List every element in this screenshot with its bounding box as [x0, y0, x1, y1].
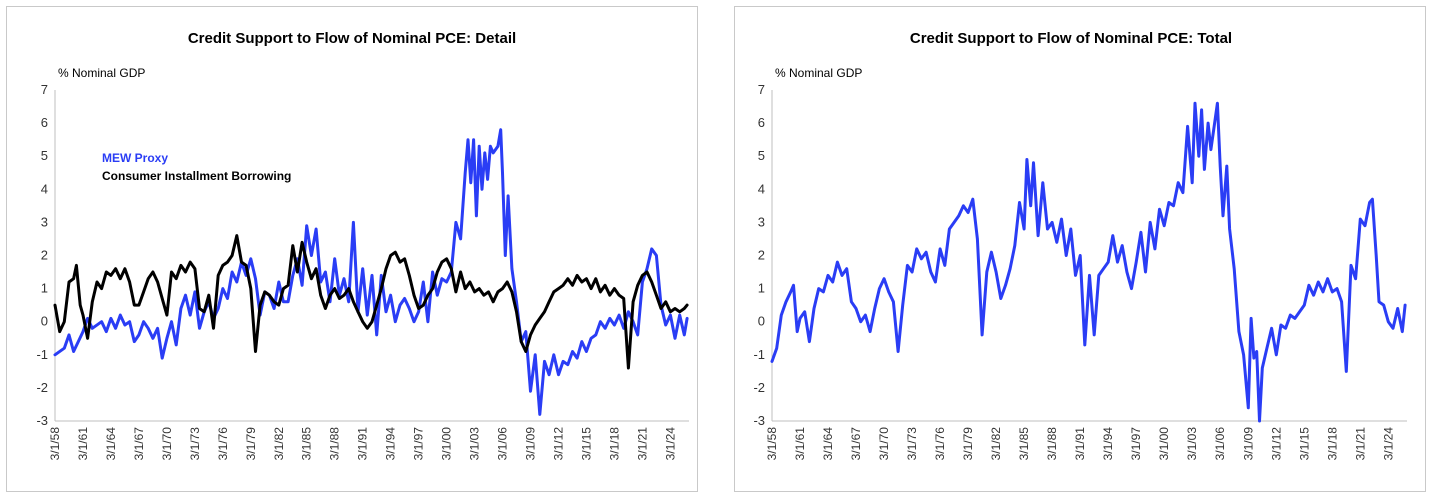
y-tick-label: 4	[41, 181, 48, 196]
x-tick-label: 3/1/97	[412, 427, 426, 461]
y-tick-label: 0	[758, 314, 765, 329]
y-axis: -3 -2 -1 0 1 2 3 4 5 6 7	[36, 82, 48, 428]
x-tick-label: 3/1/12	[1269, 427, 1283, 461]
series-line-consumer-installment-borrowing	[53, 234, 689, 370]
y-tick-label: 0	[41, 314, 48, 329]
x-tick-label: 3/1/85	[1017, 427, 1031, 461]
y-tick-label: 3	[41, 214, 48, 229]
x-tick-label: 3/1/70	[160, 427, 174, 461]
x-tick-label: 3/1/88	[1045, 427, 1059, 461]
series-lines	[770, 101, 1407, 423]
x-tick-label: 3/1/91	[1073, 427, 1087, 461]
x-tick-label: 3/1/73	[905, 427, 919, 461]
x-tick-label: 3/1/09	[1241, 427, 1255, 461]
y-tick-label: -1	[753, 347, 765, 362]
x-tick-label: 3/1/06	[1213, 427, 1227, 461]
x-tick-label: 3/1/15	[579, 427, 593, 461]
x-tick-label: 3/1/58	[48, 427, 62, 461]
x-axis: 3/1/58 3/1/61 3/1/64 3/1/67 3/1/70 3/1/73 3/1/…	[765, 427, 1395, 461]
x-tick-label: 3/1/03	[1185, 427, 1199, 461]
y-tick-label: 7	[41, 82, 48, 97]
chart-detail: Credit Support to Flow of Nominal PCE: D…	[36, 30, 689, 461]
x-tick-label: 3/1/97	[1129, 427, 1143, 461]
x-tick-label: 3/1/00	[440, 427, 454, 461]
x-tick-label: 3/1/06	[496, 427, 510, 461]
x-tick-label: 3/1/79	[961, 427, 975, 461]
y-tick-label: -3	[753, 413, 765, 428]
x-tick-label: 3/1/24	[663, 427, 677, 461]
series-lines	[53, 128, 689, 416]
x-tick-label: 3/1/24	[1381, 427, 1395, 461]
x-tick-label: 3/1/00	[1157, 427, 1171, 461]
y-tick-label: 2	[41, 248, 48, 263]
x-tick-label: 3/1/18	[607, 427, 621, 461]
chart-detail-panel: Credit Support to Flow of Nominal PCE: D…	[6, 6, 698, 492]
y-unit-label: % Nominal GDP	[775, 66, 862, 80]
y-tick-label: 4	[758, 181, 765, 196]
x-axis: 3/1/58 3/1/61 3/1/64 3/1/67 3/1/70 3/1/73 3/1/…	[48, 427, 677, 461]
legend-consumer-installment-borrowing: Consumer Installment Borrowing	[102, 169, 291, 183]
legend-mew-proxy: MEW Proxy	[102, 151, 168, 165]
chart-title: Credit Support to Flow of Nominal PCE: T…	[910, 30, 1232, 47]
x-tick-label: 3/1/21	[1353, 427, 1367, 461]
chart-total-panel: Credit Support to Flow of Nominal PCE: T…	[734, 6, 1426, 492]
y-tick-label: -3	[36, 413, 48, 428]
x-tick-label: 3/1/70	[877, 427, 891, 461]
gridlines	[771, 90, 1407, 422]
x-tick-label: 3/1/73	[188, 427, 202, 461]
x-tick-label: 3/1/61	[793, 427, 807, 461]
x-tick-label: 3/1/82	[989, 427, 1003, 461]
x-tick-label: 3/1/64	[104, 427, 118, 461]
series-line-total	[770, 101, 1407, 423]
y-tick-label: 1	[41, 281, 48, 296]
x-tick-label: 3/1/61	[76, 427, 90, 461]
gridlines	[54, 90, 689, 422]
x-tick-label: 3/1/03	[468, 427, 482, 461]
y-tick-label: 2	[758, 248, 765, 263]
x-tick-label: 3/1/85	[300, 427, 314, 461]
series-line-mew-proxy	[53, 128, 689, 416]
y-unit-label: % Nominal GDP	[58, 66, 145, 80]
y-tick-label: 6	[41, 115, 48, 130]
x-tick-label: 3/1/15	[1297, 427, 1311, 461]
x-tick-label: 3/1/79	[244, 427, 258, 461]
x-tick-label: 3/1/82	[272, 427, 286, 461]
x-tick-label: 3/1/88	[328, 427, 342, 461]
x-tick-label: 3/1/67	[849, 427, 863, 461]
x-tick-label: 3/1/58	[765, 427, 779, 461]
y-tick-label: -1	[36, 347, 48, 362]
x-tick-label: 3/1/64	[821, 427, 835, 461]
x-tick-label: 3/1/21	[635, 427, 649, 461]
x-tick-label: 3/1/94	[384, 427, 398, 461]
y-tick-label: 6	[758, 115, 765, 130]
y-tick-label: 1	[758, 281, 765, 296]
y-tick-label: 5	[41, 148, 48, 163]
x-tick-label: 3/1/76	[933, 427, 947, 461]
x-tick-label: 3/1/18	[1325, 427, 1339, 461]
y-tick-label: -2	[36, 380, 48, 395]
chart-title: Credit Support to Flow of Nominal PCE: D…	[188, 30, 516, 47]
x-tick-label: 3/1/91	[356, 427, 370, 461]
chart-total: Credit Support to Flow of Nominal PCE: T…	[753, 30, 1407, 461]
x-tick-label: 3/1/76	[216, 427, 230, 461]
x-tick-label: 3/1/94	[1101, 427, 1115, 461]
y-axis: -3 -2 -1 0 1 2 3 4 5 6 7	[753, 82, 765, 428]
x-tick-label: 3/1/67	[132, 427, 146, 461]
x-tick-label: 3/1/09	[524, 427, 538, 461]
y-tick-label: 5	[758, 148, 765, 163]
x-tick-label: 3/1/12	[551, 427, 565, 461]
y-tick-label: -2	[753, 380, 765, 395]
y-tick-label: 3	[758, 214, 765, 229]
y-tick-label: 7	[758, 82, 765, 97]
